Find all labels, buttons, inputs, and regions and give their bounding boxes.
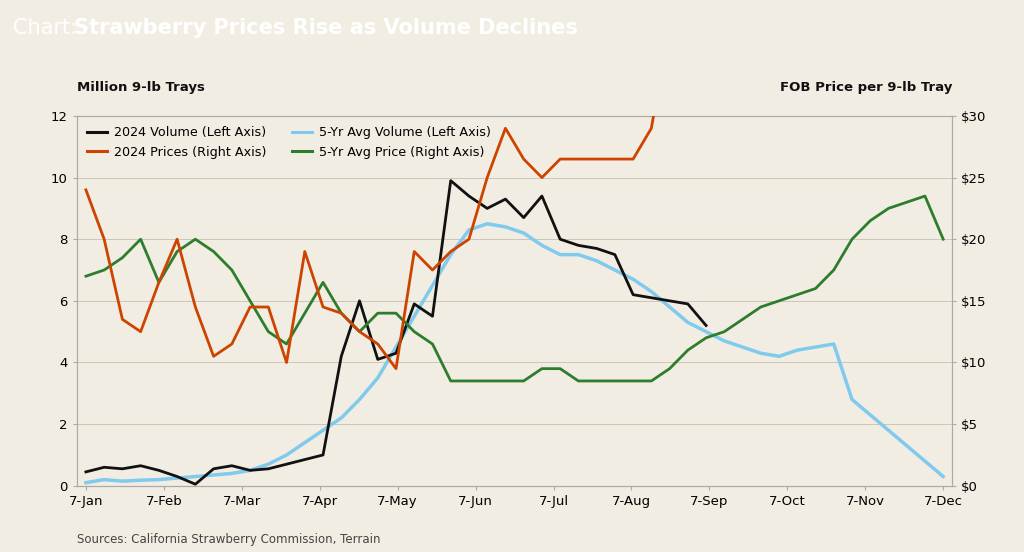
- Text: Strawberry Prices Rise as Volume Declines: Strawberry Prices Rise as Volume Decline…: [74, 18, 578, 38]
- Text: Chart:: Chart:: [13, 18, 84, 38]
- Text: FOB Price per 9-lb Tray: FOB Price per 9-lb Tray: [780, 81, 952, 94]
- Text: Sources: California Strawberry Commission, Terrain: Sources: California Strawberry Commissio…: [77, 533, 380, 546]
- Text: Million 9-lb Trays: Million 9-lb Trays: [77, 81, 205, 94]
- Legend: 2024 Volume (Left Axis), 2024 Prices (Right Axis), 5-Yr Avg Volume (Left Axis), : 2024 Volume (Left Axis), 2024 Prices (Ri…: [83, 123, 495, 162]
